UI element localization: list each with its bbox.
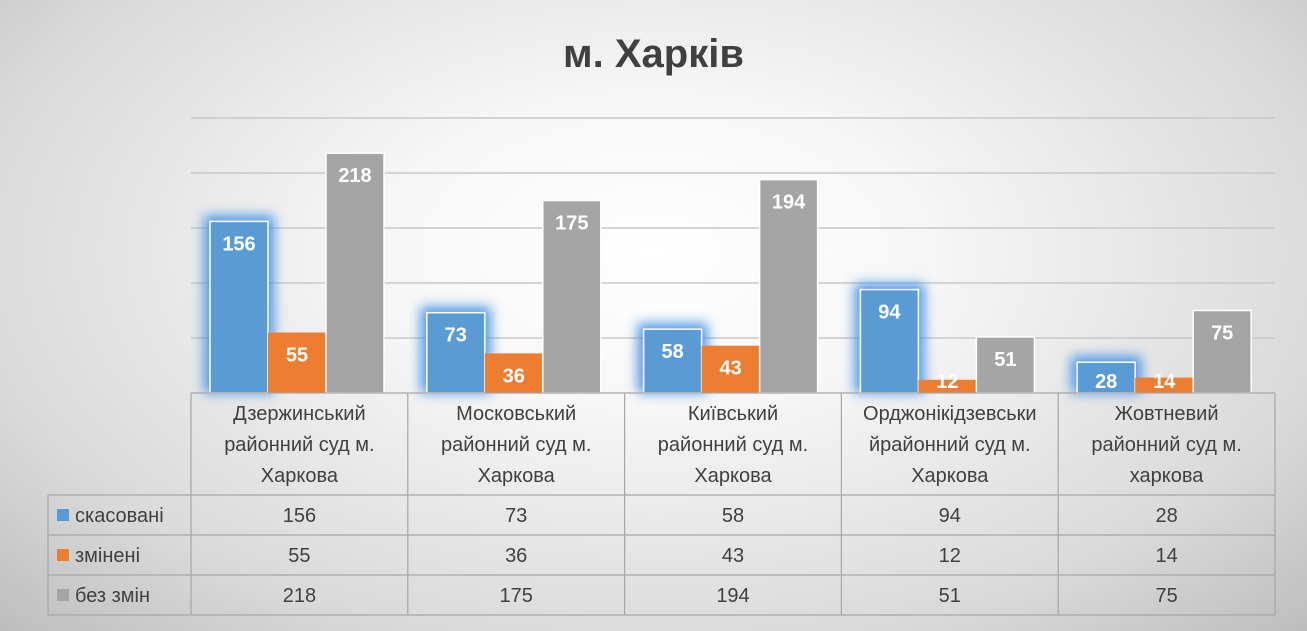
legend-swatch-змінені bbox=[57, 549, 69, 561]
category-label: Жовтневий bbox=[1115, 403, 1219, 425]
category-label: районний суд м. bbox=[441, 434, 591, 456]
legend-label: змінені bbox=[75, 545, 140, 567]
category-label: йрайонний суд м. bbox=[869, 434, 1031, 456]
category-label: Орджонікідзевськи bbox=[863, 403, 1037, 425]
data-label: 36 bbox=[503, 365, 525, 387]
data-label: 43 bbox=[719, 358, 741, 380]
bar-скасовані bbox=[426, 311, 486, 394]
table-cell: 55 bbox=[288, 545, 310, 567]
table-cell: 12 bbox=[939, 545, 961, 567]
category-label: Харкова bbox=[911, 465, 989, 487]
data-label: 55 bbox=[286, 345, 308, 367]
data-label: 28 bbox=[1095, 371, 1117, 393]
bar-без змін bbox=[975, 336, 1036, 394]
bar-змінені bbox=[484, 353, 543, 393]
table-cell: 175 bbox=[500, 585, 533, 607]
category-label: районний суд м. bbox=[658, 434, 808, 456]
category-label: районний суд м. bbox=[1091, 434, 1241, 456]
chart-title: м. Харків bbox=[563, 32, 744, 76]
table-cell: 28 bbox=[1155, 505, 1177, 527]
bar-змінені bbox=[1135, 377, 1194, 393]
category-label: харкова bbox=[1130, 465, 1205, 487]
bar-без змін bbox=[542, 199, 602, 394]
bar-без змін bbox=[1192, 309, 1252, 394]
data-label: 14 bbox=[1153, 371, 1176, 393]
legend-label: без змін bbox=[75, 585, 150, 607]
bar-скасовані bbox=[642, 328, 703, 394]
table-cell: 73 bbox=[505, 505, 527, 527]
bar-без змін bbox=[758, 178, 819, 394]
category-label: Московський bbox=[456, 403, 576, 425]
category-label: Харкова bbox=[478, 465, 556, 487]
table-cell: 14 bbox=[1155, 545, 1177, 567]
data-label: 58 bbox=[661, 341, 683, 363]
category-label: Харкова bbox=[261, 465, 339, 487]
legend-label: скасовані bbox=[75, 505, 164, 527]
bar-змінені bbox=[701, 345, 760, 393]
data-label: 73 bbox=[445, 325, 467, 347]
table-cell: 194 bbox=[716, 585, 749, 607]
table-cell: 43 bbox=[722, 545, 744, 567]
bar-скасовані bbox=[209, 220, 269, 394]
table-cell: 218 bbox=[283, 585, 316, 607]
data-label: 218 bbox=[338, 165, 371, 187]
data-label: 94 bbox=[878, 302, 901, 324]
data-label: 194 bbox=[772, 192, 806, 214]
bar-скасовані bbox=[859, 288, 920, 394]
data-label: 75 bbox=[1211, 323, 1233, 345]
legend-swatch-без змін bbox=[57, 589, 69, 601]
data-label: 12 bbox=[936, 371, 958, 393]
table-cell: 51 bbox=[939, 585, 961, 607]
category-label: районний суд м. bbox=[224, 434, 374, 456]
data-label: 51 bbox=[994, 349, 1016, 371]
bar-змінені bbox=[268, 332, 326, 393]
bar-без змін bbox=[325, 152, 385, 394]
category-label: Київський bbox=[688, 403, 778, 425]
table-cell: 58 bbox=[722, 505, 744, 527]
category-label: Дзержинський bbox=[233, 403, 366, 425]
table-cell: 75 bbox=[1155, 585, 1177, 607]
table-cell: 94 bbox=[939, 505, 961, 527]
bar-змінені bbox=[918, 379, 977, 393]
legend-swatch-скасовані bbox=[57, 509, 69, 521]
data-label: 156 bbox=[222, 233, 255, 255]
table-cell: 156 bbox=[283, 505, 316, 527]
data-label: 175 bbox=[555, 213, 588, 235]
category-label: Харкова bbox=[694, 465, 772, 487]
table-cell: 36 bbox=[505, 545, 527, 567]
